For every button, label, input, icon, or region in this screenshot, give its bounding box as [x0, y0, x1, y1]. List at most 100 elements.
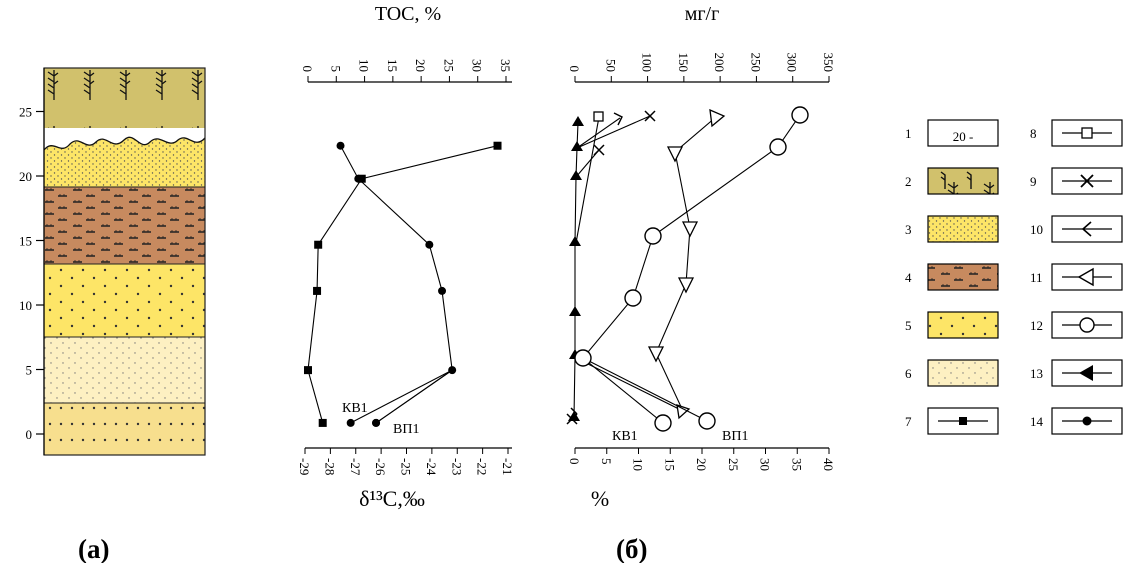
legend-item-1: 20 - [927, 119, 999, 147]
mg-tick-label: 50 [603, 59, 618, 72]
panel-label-b: (б) [616, 534, 647, 563]
sample-point [372, 418, 381, 427]
d13c-point [438, 286, 447, 295]
legend-number: 8 [1030, 126, 1037, 141]
legend-item-7 [927, 407, 999, 435]
toc-point [493, 141, 502, 150]
legend-number: 10 [1030, 222, 1043, 237]
percent-tick-label: 5 [599, 458, 614, 465]
series-11 [583, 108, 726, 420]
mg-axis-ticks: 0 50 100 150 200 250 300 350 [567, 53, 836, 82]
percent-tick-label: 20 [694, 458, 709, 471]
percent-tick-label: 0 [567, 458, 582, 465]
layer-pale-sand [44, 337, 205, 403]
depth-tick-label: 25 [19, 105, 32, 120]
depth-tick-label: 5 [26, 363, 33, 378]
d13c-tick-label: -21 [500, 458, 515, 475]
d13c-axis-title: δ¹³C,‰ [359, 486, 425, 511]
d13c-tick-label: -25 [399, 458, 414, 475]
panel-label-a: (а) [78, 534, 109, 563]
series-13 [568, 116, 584, 421]
d13c-series [336, 141, 457, 427]
legend-item-10 [1051, 215, 1123, 243]
legend-number: 6 [905, 366, 912, 381]
d13c-tick-label: -29 [297, 458, 312, 475]
toc-point [314, 240, 323, 249]
legend-item-8 [1051, 119, 1123, 147]
legend-item-5 [927, 311, 999, 339]
pyrolysis-plot: 0 50 100 150 200 250 300 350 0 5 10 15 20 25 30 35 40 м… [566, 3, 836, 511]
percent-axis-ticks: 0 5 10 15 20 25 30 35 40 [567, 448, 836, 471]
legend-number: 12 [1030, 318, 1043, 333]
legend-number: 13 [1030, 366, 1043, 381]
toc-tick-label: 0 [300, 66, 315, 73]
mg-axis-title: мг/г [685, 3, 720, 25]
layer-yellow-sand [44, 264, 205, 337]
depth-tick-label: 20 [19, 169, 32, 184]
depth-tick-label: 15 [19, 234, 32, 249]
d13c-tick-label: -23 [449, 458, 464, 475]
depth-axis: 0 5 10 15 20 25 [19, 68, 45, 455]
sample-label-vp1: ВП1 [393, 422, 419, 437]
toc-axis-ticks: 0 5 10 15 20 25 30 35 [300, 59, 513, 82]
layer-peat [44, 68, 205, 128]
legend-number: 7 [905, 414, 912, 429]
sample-label-kv1-right: КВ1 [612, 429, 638, 444]
toc-point [318, 418, 327, 427]
mg-tick-label: 150 [676, 53, 691, 73]
layer-yellow-sand-wavy [44, 137, 205, 187]
toc-series [304, 141, 502, 427]
legend-number: 5 [905, 318, 912, 333]
d13c-tick-label: -22 [475, 458, 490, 475]
d13c-tick-label: -24 [424, 458, 439, 476]
legend-number: 4 [905, 270, 912, 285]
percent-tick-label: 30 [758, 458, 773, 471]
legend-item-13 [1051, 359, 1123, 387]
legend-number: 11 [1030, 270, 1043, 285]
series-12 [574, 106, 809, 432]
toc-tick-label: 20 [413, 59, 428, 72]
legend-item-4 [927, 263, 999, 291]
legend-item-12 [1051, 311, 1123, 339]
d13c-axis-ticks: -29 -28 -27 -26 -25 -24 -23 -22 -21 [297, 448, 515, 476]
mg-tick-label: 300 [785, 53, 800, 73]
d13c-tick-label: -28 [322, 458, 337, 475]
d13c-point [425, 240, 434, 249]
series-8-9-10 [566, 110, 656, 425]
toc-tick-label: 35 [498, 59, 513, 72]
percent-tick-label: 10 [631, 458, 646, 471]
mg-tick-label: 200 [712, 53, 727, 73]
percent-tick-label: 40 [821, 458, 836, 471]
mg-tick-label: 250 [748, 53, 763, 73]
legend-number: 14 [1030, 414, 1044, 429]
legend-number: 1 [905, 126, 912, 141]
legend-item-6 [927, 359, 999, 387]
toc-axis-title: TOC, % [375, 3, 441, 25]
legend-depth-sample: 20 - [953, 129, 974, 144]
legend-number: 2 [905, 174, 912, 189]
sample-label-vp1-right: ВП1 [722, 429, 748, 444]
mg-tick-label: 0 [567, 66, 582, 73]
legend-number: 9 [1030, 174, 1037, 189]
mg-tick-label: 100 [640, 53, 655, 73]
toc-d13c-plot: 0 5 10 15 20 25 30 35 -29 -28 -27 -26 -25 -24 -23 -22-… [297, 3, 515, 511]
sample-label-kv1: КВ1 [342, 401, 368, 416]
d13c-point [336, 141, 345, 150]
legend: 1 20 - 2 3 4 5 6 7 8 9 10 11 12 13 14 [905, 119, 1123, 435]
d13c-tick-label: -27 [348, 458, 363, 476]
legend-item-9 [1051, 167, 1123, 195]
legend-item-14 [1051, 407, 1123, 435]
sample-point [346, 418, 355, 427]
lithology-column [43, 67, 206, 456]
legend-item-2 [927, 167, 999, 195]
d13c-point [354, 174, 363, 183]
legend-item-3 [927, 215, 999, 243]
toc-point [313, 286, 322, 295]
legend-number: 3 [905, 222, 912, 237]
toc-point [304, 366, 312, 375]
mg-tick-label: 350 [821, 53, 836, 73]
depth-tick-label: 0 [26, 427, 33, 442]
toc-tick-label: 30 [470, 59, 485, 72]
layer-light-sand [44, 403, 205, 455]
